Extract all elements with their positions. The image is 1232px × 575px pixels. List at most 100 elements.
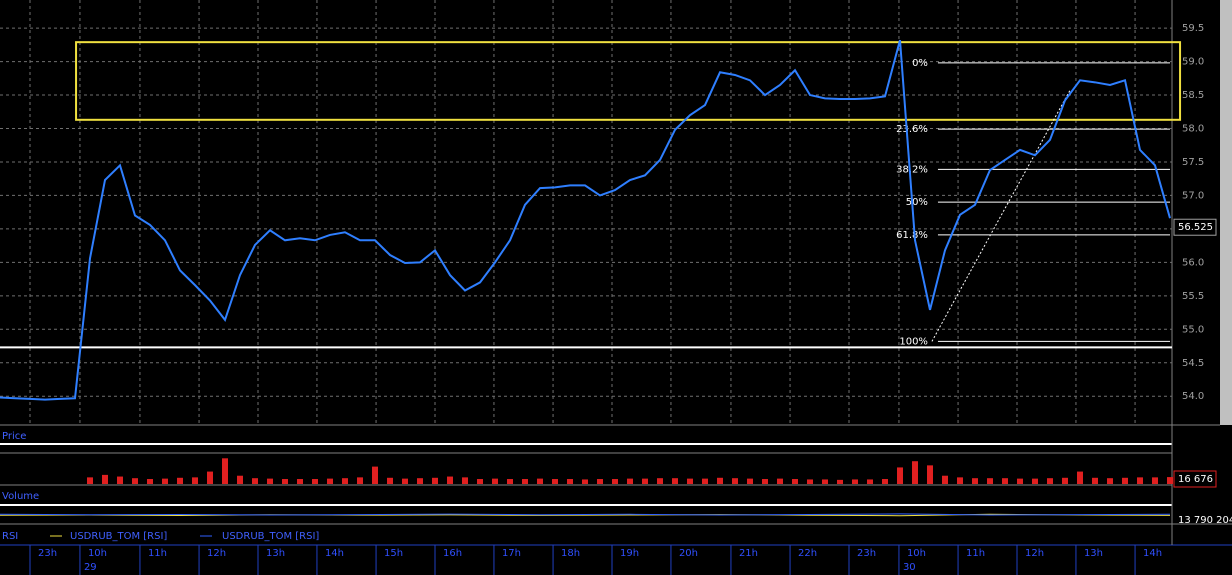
volume-bar (402, 478, 408, 484)
volume-bar (417, 478, 423, 484)
x-tick-label: 10h (907, 548, 926, 559)
volume-bar (1047, 478, 1053, 484)
volume-bar (477, 479, 483, 484)
y-tick-label: 58.0 (1182, 124, 1204, 135)
legend-entry: USDRUB_TOM [RSI] (222, 531, 319, 542)
scrollbar[interactable] (1220, 0, 1232, 425)
volume-bar (1032, 478, 1038, 484)
panel-label: Volume (2, 491, 39, 502)
x-tick-label: 17h (502, 548, 521, 559)
x-tick-label: 15h (384, 548, 403, 559)
volume-bar (597, 479, 603, 484)
volume-bar (927, 465, 933, 484)
price-zone (75, 41, 1182, 121)
volume-bar (327, 478, 333, 484)
volume-bar (687, 478, 693, 484)
volume-bar (567, 479, 573, 484)
x-tick-label: 20h (679, 548, 698, 559)
volume-bar (1167, 477, 1173, 484)
volume-bar (222, 458, 228, 484)
x-tick-label: 14h (1143, 548, 1162, 559)
fib-label: 61.8% (896, 230, 928, 241)
volume-bar (642, 478, 648, 484)
volume-bar (1122, 477, 1128, 484)
rsi-line (0, 513, 1171, 516)
volume-bar (957, 477, 963, 484)
volume-bar (1062, 477, 1068, 484)
volume-bar (537, 478, 543, 484)
volume-bar (492, 478, 498, 484)
volume-bar (1002, 478, 1008, 484)
volume-bar (747, 478, 753, 484)
volume-bar (162, 478, 168, 484)
panel-label: Price (2, 431, 26, 442)
volume-bar (942, 475, 948, 484)
volume-bar (312, 479, 318, 484)
date-label: 29 (84, 562, 97, 573)
volume-bar (297, 479, 303, 484)
x-tick-label: 19h (620, 548, 639, 559)
x-tick-label: 23h (38, 548, 57, 559)
panel-label: RSI (2, 531, 18, 542)
volume-bar (1077, 471, 1083, 484)
y-tick-label: 54.5 (1182, 358, 1204, 369)
volume-bar (732, 478, 738, 484)
y-tick-label: 58.5 (1182, 90, 1204, 101)
volume-bar (447, 476, 453, 484)
y-tick-label: 59.5 (1182, 23, 1204, 34)
volume-bar (987, 478, 993, 484)
volume-last-label: 16 676 (1178, 474, 1213, 485)
volume-bar (192, 477, 198, 484)
volume-bar (792, 479, 798, 484)
volume-bar (357, 477, 363, 484)
rsi-total: 13 790 204 (1178, 515, 1232, 526)
volume-bar (387, 477, 393, 484)
price-line (0, 39, 1171, 401)
fib-label: 100% (899, 336, 928, 347)
x-tick-label: 11h (966, 548, 985, 559)
last-price-box (1173, 218, 1217, 236)
x-tick-label: 12h (1025, 548, 1044, 559)
x-tick-label: 18h (561, 548, 580, 559)
date-label: 30 (903, 562, 916, 573)
x-tick-label: 10h (88, 548, 107, 559)
x-tick-label: 14h (325, 548, 344, 559)
volume-bar (882, 479, 888, 484)
legend-entry: USDRUB_TOM [RSI] (70, 531, 167, 542)
volume-bar (867, 479, 873, 484)
volume-bar (1017, 478, 1023, 484)
volume-bar (252, 478, 258, 484)
volume-bar (132, 478, 138, 484)
volume-bar (507, 479, 513, 484)
x-tick-label: 13h (1084, 548, 1103, 559)
volume-bar (702, 478, 708, 484)
volume-bar (282, 479, 288, 484)
volume-bar (807, 479, 813, 484)
fib-label: 38.2% (896, 164, 928, 175)
fib-label: 23.6% (896, 124, 928, 135)
volume-bar (1092, 477, 1098, 484)
x-tick-label: 23h (857, 548, 876, 559)
volume-bar (612, 479, 618, 484)
fib-label: 0% (912, 58, 928, 69)
volume-bar (237, 475, 243, 484)
volume-bar (852, 479, 858, 484)
volume-bar (672, 478, 678, 484)
volume-bar (897, 467, 903, 484)
volume-bar (582, 479, 588, 484)
y-tick-label: 57.5 (1182, 157, 1204, 168)
volume-bar (342, 478, 348, 484)
volume-bar (762, 479, 768, 484)
y-tick-label: 55.0 (1182, 324, 1204, 335)
volume-bar (267, 478, 273, 484)
x-tick-label: 11h (148, 548, 167, 559)
x-tick-label: 22h (798, 548, 817, 559)
y-tick-label: 59.0 (1182, 57, 1204, 68)
last-price-label: 56.525 (1178, 222, 1213, 233)
volume-bar (717, 477, 723, 484)
y-tick-label: 55.5 (1182, 291, 1204, 302)
volume-bar (1152, 477, 1158, 484)
volume-bar (432, 477, 438, 484)
